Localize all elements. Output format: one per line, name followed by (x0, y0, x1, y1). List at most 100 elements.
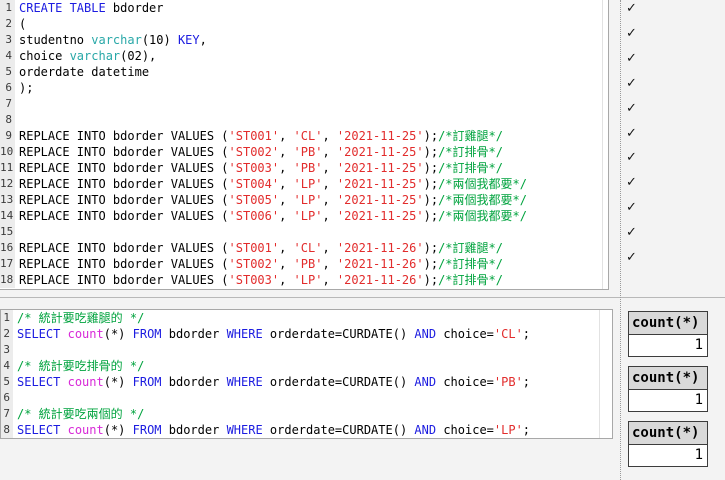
line-number: 1 (0, 0, 15, 16)
result-column-header: count(*) (629, 422, 707, 445)
code-text: /* 統計要吃雞腿的 */ (17, 311, 145, 325)
line-number: 7 (0, 96, 15, 112)
result-value: 1 (694, 447, 703, 463)
code-line[interactable]: 2 SELECT count(*) FROM bdorder WHERE orde… (1, 326, 612, 342)
line-number: 4 (1, 358, 13, 374)
code-line[interactable]: 6); (0, 80, 608, 96)
success-checkmark-icon: ✓ (626, 50, 637, 66)
code-line[interactable]: 4 choice varchar(02), (0, 48, 608, 64)
success-checkmark-icon: ✓ (626, 200, 637, 216)
code-line[interactable]: 4 /* 統計要吃排骨的 */ (1, 358, 612, 374)
success-checkmark-icon: ✓ (626, 1, 637, 16)
execution-status-column: ✓ ✓ ✓ ✓ ✓ ✓ ✓ ✓ ✓ ✓ ✓ (626, 0, 646, 297)
code-text (15, 112, 19, 128)
code-text (13, 342, 17, 358)
sql-schema-editor[interactable]: 1 CREATE TABLE bdorder 2(3 studentno varcha… (0, 0, 609, 290)
line-number: 3 (1, 342, 13, 358)
line-number: 1 (1, 310, 13, 326)
code-text: REPLACE INTO bdorder VALUES ('ST004', 'L… (19, 177, 527, 191)
code-text: /* 統計要吃兩個的 */ (17, 407, 145, 421)
code-text: REPLACE INTO bdorder VALUES ('ST003', 'L… (19, 273, 503, 287)
code-text: REPLACE INTO bdorder VALUES ('ST005', 'L… (19, 193, 527, 207)
scrollbar-track[interactable] (602, 0, 603, 289)
code-text: REPLACE INTO bdorder VALUES ('ST001', 'C… (19, 241, 503, 255)
code-line[interactable]: 6 (1, 390, 612, 406)
line-number: 17 (0, 256, 15, 272)
query-result-table: count(*) 1 (628, 311, 708, 357)
code-text: CREATE TABLE bdorder (19, 1, 164, 15)
code-text: orderdate datetime (19, 65, 150, 79)
code-text: REPLACE INTO bdorder VALUES ('ST006', 'L… (19, 209, 527, 223)
code-text: choice varchar(02), (19, 49, 157, 63)
success-checkmark-icon: ✓ (626, 150, 637, 166)
line-number: 2 (1, 326, 13, 342)
query-result-table: count(*) 1 (628, 366, 708, 412)
code-line[interactable]: 11 REPLACE INTO bdorder VALUES ('ST003', … (0, 160, 608, 176)
code-line[interactable]: 1 /* 統計要吃雞腿的 */ (1, 310, 612, 326)
code-line[interactable]: 10 REPLACE INTO bdorder VALUES ('ST002', … (0, 144, 608, 160)
code-line[interactable]: 17 REPLACE INTO bdorder VALUES ('ST002', … (0, 256, 608, 272)
line-number: 6 (0, 80, 15, 96)
code-text (15, 96, 19, 112)
line-number: 6 (1, 390, 13, 406)
code-line[interactable]: 5 SELECT count(*) FROM bdorder WHERE orde… (1, 374, 612, 390)
line-number: 8 (0, 112, 15, 128)
line-number: 16 (0, 240, 15, 256)
success-checkmark-icon: ✓ (626, 75, 637, 91)
result-column-header: count(*) (629, 312, 707, 335)
result-value: 1 (694, 392, 703, 408)
success-checkmark-icon: ✓ (626, 225, 637, 241)
code-line[interactable]: 3 (1, 342, 612, 358)
code-text: REPLACE INTO bdorder VALUES ('ST002', 'P… (19, 145, 503, 159)
result-value: 1 (694, 337, 703, 353)
code-line[interactable]: 7 /* 統計要吃兩個的 */ (1, 406, 612, 422)
pane-divider (0, 297, 725, 298)
code-line[interactable]: 3 studentno varchar(10) KEY, (0, 32, 608, 48)
line-number: 15 (0, 224, 15, 240)
line-number: 13 (0, 192, 15, 208)
code-line[interactable]: 12 REPLACE INTO bdorder VALUES ('ST004', … (0, 176, 608, 192)
code-text: /* 統計要吃排骨的 */ (17, 359, 145, 373)
line-number: 18 (0, 272, 15, 288)
code-line[interactable]: 5 orderdate datetime (0, 64, 608, 80)
code-text: REPLACE INTO bdorder VALUES ('ST001', 'C… (19, 129, 503, 143)
code-line[interactable]: 2( (0, 16, 608, 32)
line-number: 8 (1, 422, 13, 438)
code-line[interactable]: 16 REPLACE INTO bdorder VALUES ('ST001', … (0, 240, 608, 256)
code-text (15, 224, 19, 240)
success-checkmark-icon: ✓ (626, 125, 637, 141)
code-text: ); (19, 81, 34, 95)
code-line[interactable]: 7 (0, 96, 608, 112)
success-checkmark-icon: ✓ (626, 175, 637, 191)
scrollbar-track[interactable] (599, 310, 600, 438)
success-checkmark-icon: ✓ (626, 250, 637, 265)
code-text: SELECT count(*) FROM bdorder WHERE order… (17, 375, 531, 389)
code-line[interactable]: 8 (0, 112, 608, 128)
line-number: 2 (0, 16, 15, 32)
query-code-lines: 1 /* 統計要吃雞腿的 */ 2 SELECT count(*) FROM bdor… (1, 310, 612, 438)
success-checkmark-icon: ✓ (626, 100, 637, 116)
code-line[interactable]: 15 (0, 224, 608, 240)
code-text: SELECT count(*) FROM bdorder WHERE order… (17, 423, 531, 437)
code-line[interactable]: 13 REPLACE INTO bdorder VALUES ('ST005', … (0, 192, 608, 208)
code-line[interactable]: 9 REPLACE INTO bdorder VALUES ('ST001', '… (0, 128, 608, 144)
line-number: 5 (1, 374, 13, 390)
code-text: SELECT count(*) FROM bdorder WHERE order… (17, 327, 531, 341)
line-number: 5 (0, 64, 15, 80)
code-line[interactable]: 14 REPLACE INTO bdorder VALUES ('ST006', … (0, 208, 608, 224)
line-number: 7 (1, 406, 13, 422)
code-line[interactable]: 18 REPLACE INTO bdorder VALUES ('ST003', … (0, 272, 608, 288)
line-number: 3 (0, 32, 15, 48)
code-text (13, 390, 17, 406)
line-number: 9 (0, 128, 15, 144)
code-text: REPLACE INTO bdorder VALUES ('ST002', 'P… (19, 257, 503, 271)
schema-code-lines: 1 CREATE TABLE bdorder 2(3 studentno varcha… (0, 0, 608, 288)
code-line[interactable]: 1 CREATE TABLE bdorder (0, 0, 608, 16)
code-line[interactable]: 8 SELECT count(*) FROM bdorder WHERE orde… (1, 422, 612, 438)
line-number: 4 (0, 48, 15, 64)
success-checkmark-icon: ✓ (626, 25, 637, 41)
results-column: count(*) 1 count(*) 1 count(*) 1 (628, 0, 718, 480)
line-number: 10 (0, 144, 15, 160)
sql-query-editor[interactable]: 1 /* 統計要吃雞腿的 */ 2 SELECT count(*) FROM bdor… (0, 309, 613, 439)
results-divider (620, 0, 621, 480)
